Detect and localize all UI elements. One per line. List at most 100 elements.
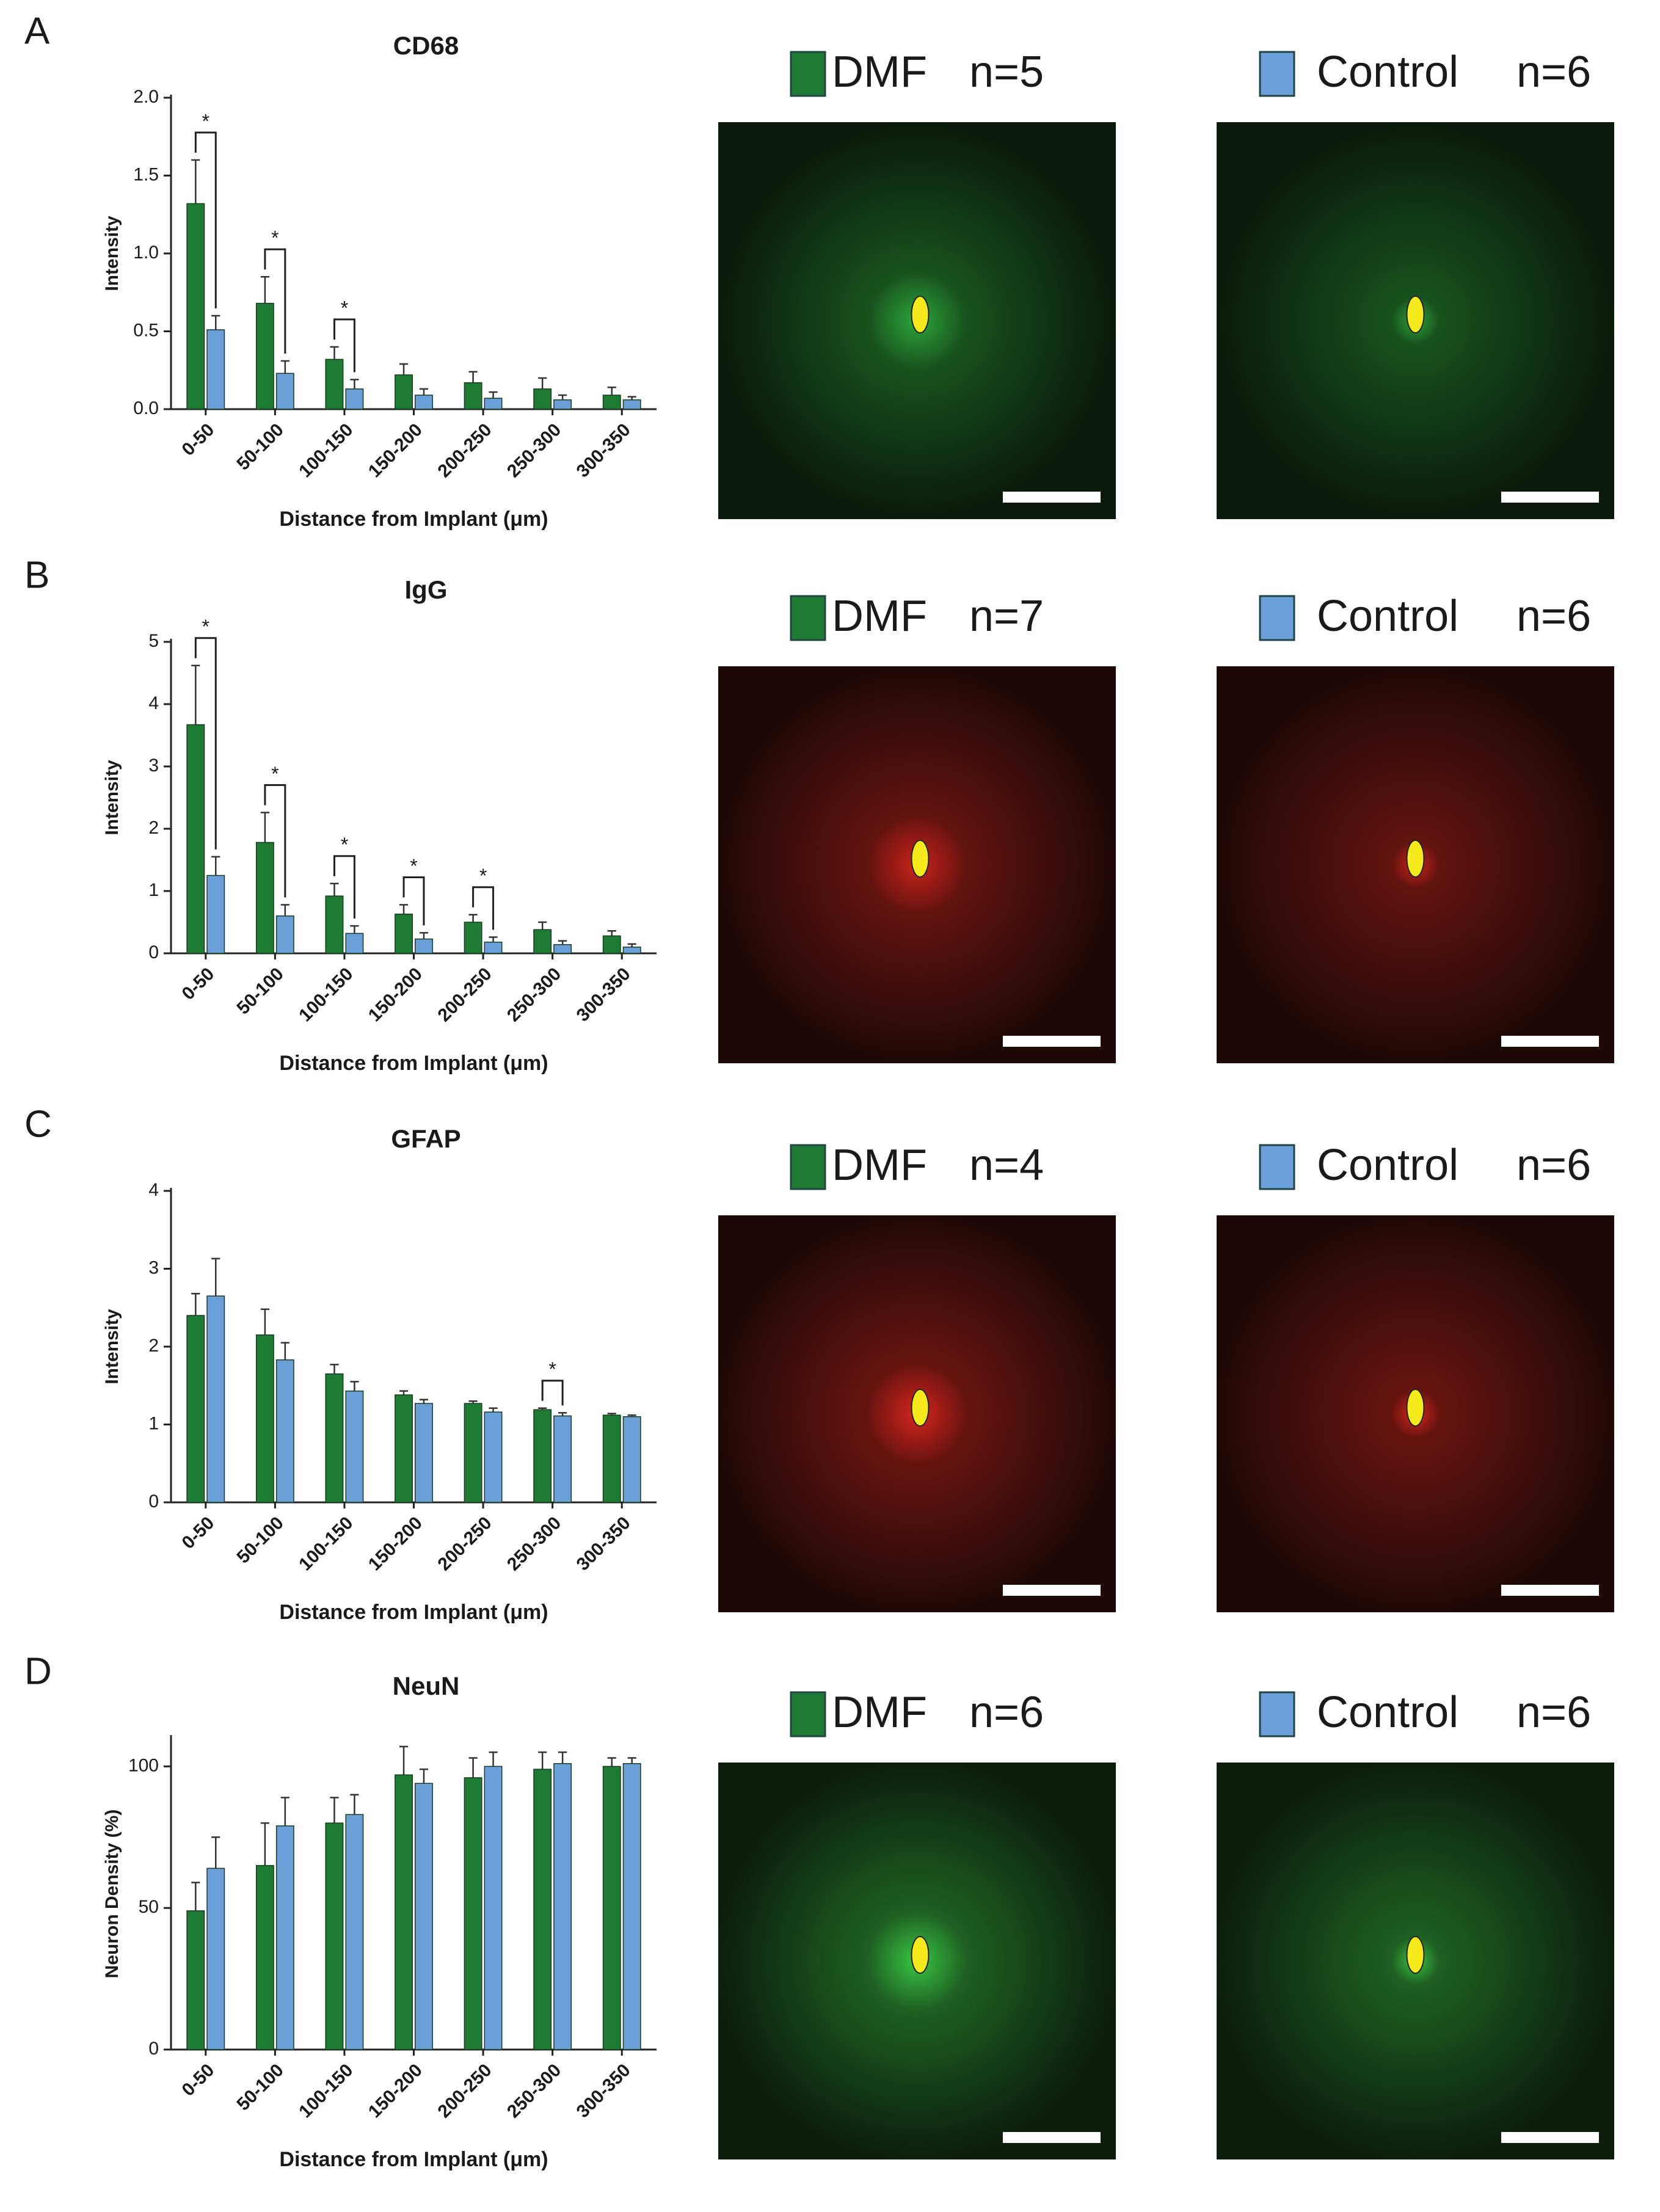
bar: [395, 374, 413, 410]
bar: [395, 1774, 413, 2050]
legend-label: DMF: [832, 592, 927, 641]
bar: [345, 388, 364, 410]
error-bar: [211, 1257, 220, 1297]
implant-site: [1406, 1389, 1425, 1427]
error-bar: [260, 812, 269, 843]
bar: [395, 913, 413, 954]
y-axis-title: Neuron Density (%): [102, 1810, 122, 1979]
error-bar: [468, 1400, 478, 1404]
y-tick-label: 50: [139, 1897, 159, 1917]
implant-site: [1406, 296, 1425, 333]
y-tick-label: 100: [128, 1755, 159, 1775]
bar: [255, 1865, 274, 2050]
sample-size: n=6: [1516, 592, 1591, 641]
y-tick-label: 2: [148, 1336, 159, 1356]
implant-site: [911, 840, 930, 878]
implant-site: [1406, 1936, 1425, 1974]
y-tick-label: 4: [148, 1180, 159, 1200]
significance-bracket: [264, 784, 286, 898]
error-bar: [489, 936, 498, 942]
error-bar: [280, 904, 289, 916]
error-bar: [280, 1797, 289, 1826]
legend-label: Control: [1317, 592, 1458, 641]
error-bar: [191, 1293, 200, 1315]
y-tick-label: 3: [148, 755, 159, 776]
bar: [464, 1777, 482, 2050]
error-bar: [489, 391, 498, 399]
panel: 0.0 0.5 1.0 1.5 2.0 CD68 A Intensity Distance fr…: [24, 10, 1614, 531]
bar: [186, 203, 205, 410]
bar: [345, 1390, 364, 1503]
legend-label: Control: [1317, 1688, 1458, 1737]
significance-label: *: [341, 297, 348, 319]
legend-label: Control: [1317, 1141, 1458, 1190]
implant-site: [911, 296, 930, 333]
significance-bracket: [194, 131, 217, 308]
error-bar: [211, 856, 220, 876]
chart-title: IgG: [405, 575, 448, 604]
bar: [325, 895, 344, 954]
error-bar: [627, 1757, 636, 1764]
y-tick-label: 1: [148, 880, 159, 900]
panel-label: C: [24, 1103, 52, 1145]
y-tick-label: 1: [148, 1413, 159, 1433]
bar: [533, 1409, 552, 1503]
legend-swatch: [1259, 595, 1295, 641]
sample-size: n=6: [1516, 1141, 1591, 1190]
error-bar: [191, 159, 200, 204]
sample-size: n=6: [1516, 1688, 1591, 1737]
error-bar: [350, 925, 359, 934]
y-tick-label: 3: [148, 1257, 159, 1278]
legend-label: DMF: [832, 1141, 927, 1190]
scale-bar: [1501, 1036, 1599, 1047]
bar: [415, 1403, 433, 1503]
x-axis-title: Distance from Implant (μm): [279, 508, 548, 531]
error-bar: [468, 1757, 478, 1778]
y-tick-label: 0: [148, 2039, 159, 2059]
legend-swatch: [1259, 51, 1295, 97]
error-bar: [211, 315, 220, 330]
legend-label: Control: [1317, 48, 1458, 96]
legend-swatch: [1259, 1144, 1295, 1190]
implant-site: [911, 1389, 930, 1427]
scale-bar: [1003, 492, 1101, 503]
error-bar: [191, 664, 200, 725]
bar: [415, 1783, 433, 2050]
bar: [622, 399, 641, 410]
y-axis-title: Intensity: [102, 760, 122, 835]
error-bar: [399, 904, 409, 914]
error-bar: [399, 1390, 409, 1395]
sample-size: n=6: [969, 1688, 1044, 1737]
sample-size: n=4: [969, 1141, 1044, 1190]
bar: [464, 1403, 482, 1503]
bar: [622, 947, 641, 954]
error-bar: [260, 1822, 269, 1866]
bar: [275, 1359, 294, 1503]
error-bar: [330, 1364, 339, 1374]
y-tick-label: 2.0: [133, 87, 159, 107]
error-bar: [330, 346, 339, 360]
significance-label: *: [202, 110, 209, 132]
legend-swatch: [790, 1144, 826, 1190]
error-bar: [350, 379, 359, 389]
panel: 0 1 2 3 4 5 IgG B Intensity Distance from Implant…: [24, 554, 1614, 1075]
bar: [255, 302, 274, 410]
bar: [553, 1415, 572, 1503]
bar: [415, 938, 433, 954]
error-bar: [211, 1836, 220, 1869]
panel: 0 50 100 NeuN D Neuron Density (%) Distance fr…: [24, 1650, 1614, 2171]
legend-swatch: [790, 595, 826, 641]
bar: [464, 382, 482, 410]
y-tick-label: 2: [148, 818, 159, 838]
y-tick-label: 0.5: [133, 320, 159, 340]
bar: [533, 1769, 552, 2050]
error-bar: [419, 1399, 429, 1404]
bar: [553, 399, 572, 410]
significance-label: *: [479, 865, 487, 887]
legend-swatch: [790, 51, 826, 97]
error-bar: [627, 1414, 636, 1417]
x-axis-title: Distance from Implant (μm): [279, 1601, 548, 1624]
error-bar: [260, 276, 269, 304]
panel-label: B: [24, 554, 49, 596]
implant-site: [1406, 840, 1425, 878]
